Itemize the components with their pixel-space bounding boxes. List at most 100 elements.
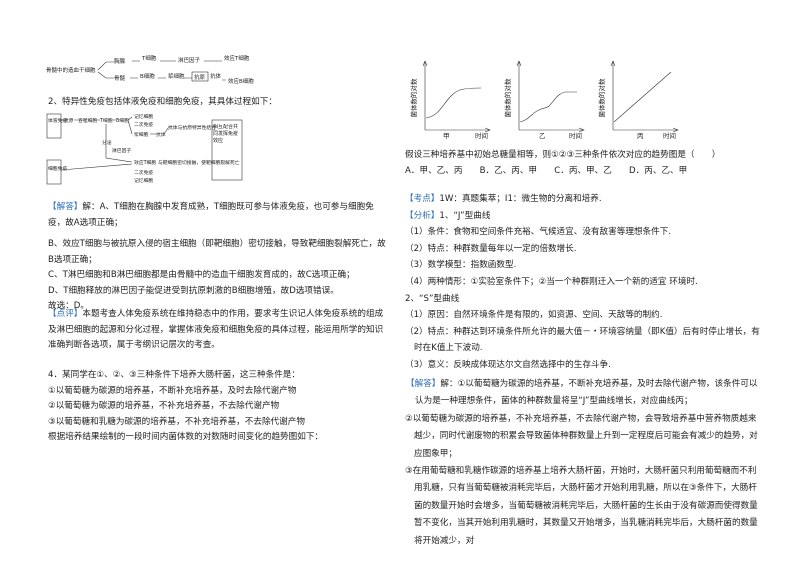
tag: 【分析】: [405, 210, 440, 221]
graph: 菌体数的对数 时间 甲: [409, 60, 491, 140]
axis-label: 菌体数的对数: [503, 78, 512, 118]
diagram-label: 淋巴因子: [178, 56, 201, 64]
diagram-label: T细胞: [99, 117, 113, 124]
diagram-label: 细胞免疫: [48, 165, 67, 172]
diagram-label: 浆细胞: [168, 72, 185, 80]
diagram-label: 效应B细胞: [228, 77, 254, 85]
text: 本题考查人体免疫系统在维持稳态中的作用，要求考生识记人体免疫系统的组成及淋巴细胞…: [48, 309, 384, 350]
diagram-label: 二次免疫: [134, 121, 153, 128]
arrow: [130, 60, 226, 81]
analysis-item: （3）意义：反映成体现达尔文自然选择中的生存斗争.: [405, 359, 611, 370]
analysis-item: （4）两种情形：①实验室条件下；②当一个种群刚迁入一个新的适宜 环境时.: [405, 276, 698, 287]
diagram-label: 浆细胞: [134, 131, 149, 138]
axis: [516, 60, 585, 133]
diagram-label: 记忆细胞: [134, 113, 153, 120]
analysis-item: （3）数学模型：指数函数型.: [405, 260, 517, 271]
graph: 菌体数的对数 时间 乙: [503, 60, 585, 140]
tag: 【解答】: [48, 202, 83, 212]
analysis-item: （1）条件：食物和空间条件充裕、气候适宜、没有敌害等理想条件下.: [405, 227, 672, 238]
heading: 2、特异性免疫包括体液免疫和细胞免疫，其具体过程如下：: [48, 97, 277, 107]
question-stem: 4．某同学在①、②、③三种条件下培养大肠杆菌，这三种条件是：: [48, 370, 301, 380]
curve: [613, 71, 672, 123]
diagram-label: 骨髓: [114, 74, 126, 82]
curve: [425, 87, 482, 119]
graphs: 菌体数的对数 时间 甲 菌体数的对数 时间 乙 菌体数的对数 时间 丙: [409, 60, 679, 140]
kaodian: 【考点】1W：真题集萃；I1：微生物的分离和培养.: [405, 191, 761, 208]
analysis-item: 2、“S”型曲线: [405, 293, 460, 304]
question-lead: 根据培养结果绘制的一段时间内菌体数的对数随时间变化的趋势图如下：: [48, 432, 324, 442]
diagram-label: 骨髓中的造血干细胞: [46, 66, 96, 74]
axis: [610, 60, 679, 133]
analysis: 【考点】1W：真题集萃；I1：微生物的分离和培养. 【分析】1、“J”型曲线 （…: [405, 191, 761, 374]
graph: 菌体数的对数 时间 丙: [597, 60, 679, 140]
condition: ②以葡萄糖为碳源的培养基，不补充培养基，不去除代谢产物: [48, 401, 280, 411]
axis: [422, 60, 491, 133]
diagram-label: B细胞: [140, 72, 155, 80]
analysis-item: （1）原因：自然环境条件是有限的，如资源、空间、天敌等的制约.: [405, 310, 663, 321]
diagram-label: 记忆细胞: [134, 177, 153, 184]
diagram-label: 与靶细胞密切接触，使靶细胞裂解死亡: [158, 159, 240, 166]
axis-label: 时间: [475, 131, 488, 140]
text: 1W：真题集萃；I1：微生物的分离和培养.: [439, 194, 602, 204]
axis-label: 菌体数的对数: [409, 78, 418, 118]
curve: [519, 91, 577, 123]
box: [191, 71, 209, 82]
diagram-label: 抗原: [194, 73, 206, 81]
arrow: [97, 61, 114, 79]
box: [46, 159, 62, 185]
condition: ①以葡萄糖为碳源的培养基，不断补充培养基，及时去除代谢产物: [48, 385, 297, 396]
axis-label: 时间: [569, 131, 582, 140]
diagram-label: 二次免疫: [134, 169, 153, 176]
diagram-label: 胸腺: [114, 57, 126, 65]
immune-diagram: 体液免疫 抗原 吞噬细胞 T细胞 B细胞 记忆细胞 二次免疫 浆细胞 抗体 抗体…: [46, 113, 243, 185]
solution-item: 【解答】解：①以葡萄糖为碳源的培养基，不断补充培养基，及时去除代谢产物，该条件可…: [405, 376, 761, 411]
solution-item: B、效应T细胞与被抗原入侵的宿主细胞（即靶细胞）密切接触，导致靶细胞裂解死亡，故…: [48, 239, 386, 265]
solution-item: D、T细胞释放的淋巴因子能促进受到抗原刺激的B细胞增殖，故D选项错误。: [48, 285, 339, 296]
diagram-label: 效应T细胞: [224, 54, 250, 62]
caption: 乙: [539, 132, 546, 140]
comment: 【点评】本题考查人体免疫系统在维持稳态中的作用，要求考生识记人体免疫系统的组成及…: [48, 307, 386, 354]
caption: 甲: [443, 132, 450, 140]
diagram-label: 体液免疫: [48, 117, 67, 124]
analysis-item: （2）特点：种群达到环境条件所允许的最大值－・环境容纳量（即K值）后有时停止增长…: [405, 326, 760, 354]
options: A．甲、乙、丙 B．乙、丙、甲 C．丙、甲、乙 D．丙、乙、甲: [405, 166, 688, 176]
diagram-label: 淋巴因子: [112, 147, 131, 154]
diagram-label: 抗体: [156, 131, 166, 138]
diagram-label: 相互配合共同发挥免疫效应: [213, 124, 239, 144]
arrow: [60, 116, 169, 171]
solution-item: ②以葡萄糖为碳源的培养基，不补充培养基，不去除代谢产物，会导致培养基中营养物质越…: [405, 413, 758, 459]
solution-item: C、T淋巴细胞和B淋巴细胞都是由骨髓中的造血干细胞发育成的，故C选项正确；: [48, 270, 355, 280]
lineage-diagram: 骨髓中的造血干细胞 胸腺 T细胞 淋巴因子 效应T细胞 骨髓 B细胞 浆细胞 抗…: [46, 54, 254, 85]
text: 1、“J”型曲线: [439, 210, 491, 221]
condition: ③以葡萄糖和乳糖为碳源的培养基，不补充培养基，不去除代谢产物: [48, 416, 305, 427]
analysis-head: 【分析】1、“J”型曲线: [405, 208, 761, 225]
solution: 【解答】解：A、T细胞在胸腺中发育成熟，T细胞既可参与体液免疫，也可参与细胞免疫…: [48, 199, 386, 315]
caption: 丙: [637, 132, 644, 140]
diagram-label: 抗体与抗原特异性结合: [168, 124, 216, 131]
axis-label: 菌体数的对数: [597, 78, 606, 118]
diagram-label: 抗原: [64, 117, 74, 124]
tag: 【点评】: [48, 309, 83, 319]
question: 假设三种培养基中初始总糖量相等，则①②③三种条件依次对应的趋势图是（ ） A．甲…: [405, 147, 761, 179]
solution: 【解答】解：①以葡萄糖为碳源的培养基，不断补充培养基，及时去除代谢产物，该条件可…: [405, 376, 761, 550]
solution-item: ③在用葡萄糖和乳糖作碳源的培养基上培养大肠杆菌，开始时，大肠杆菌只利用葡萄糖而不…: [405, 466, 758, 546]
diagram-label: B细胞: [116, 117, 129, 124]
tag: 【解答】: [406, 379, 441, 389]
box: [46, 113, 62, 139]
diagram-label: 抗体: [210, 72, 222, 80]
axis-label: 时间: [663, 131, 676, 140]
text: 解：A、T细胞在胸腺中发育成熟，T细胞既可参与体液免疫，也可参与细胞免疫，故A选…: [48, 202, 374, 228]
text: 解：①以葡萄糖为碳源的培养基，不断补充培养基，及时去除代谢产物，该条件可以认为是…: [415, 379, 758, 407]
question: 4．某同学在①、②、③三种条件下培养大肠杆菌，这三种条件是： ①以葡萄糖为碳源的…: [48, 368, 386, 446]
diagram-wrap: 相互配合共同发挥免疫效应: [213, 124, 239, 144]
tag: 【考点】: [405, 194, 440, 204]
diagram-label: 分泌: [102, 139, 112, 146]
diagram-label: 吞噬细胞: [78, 117, 97, 124]
analysis-item: （2）特点：种群数量每年以一定的倍数增长.: [405, 243, 577, 254]
solution-item: 故选：D。: [48, 301, 89, 311]
diagram-label: T细胞: [141, 54, 157, 62]
diagram-label: 效应T细胞: [134, 159, 156, 166]
box: [211, 119, 243, 181]
solution-item: 【解答】解：A、T细胞在胸腺中发育成熟，T细胞既可参与体液免疫，也可参与细胞免疫…: [48, 199, 386, 231]
